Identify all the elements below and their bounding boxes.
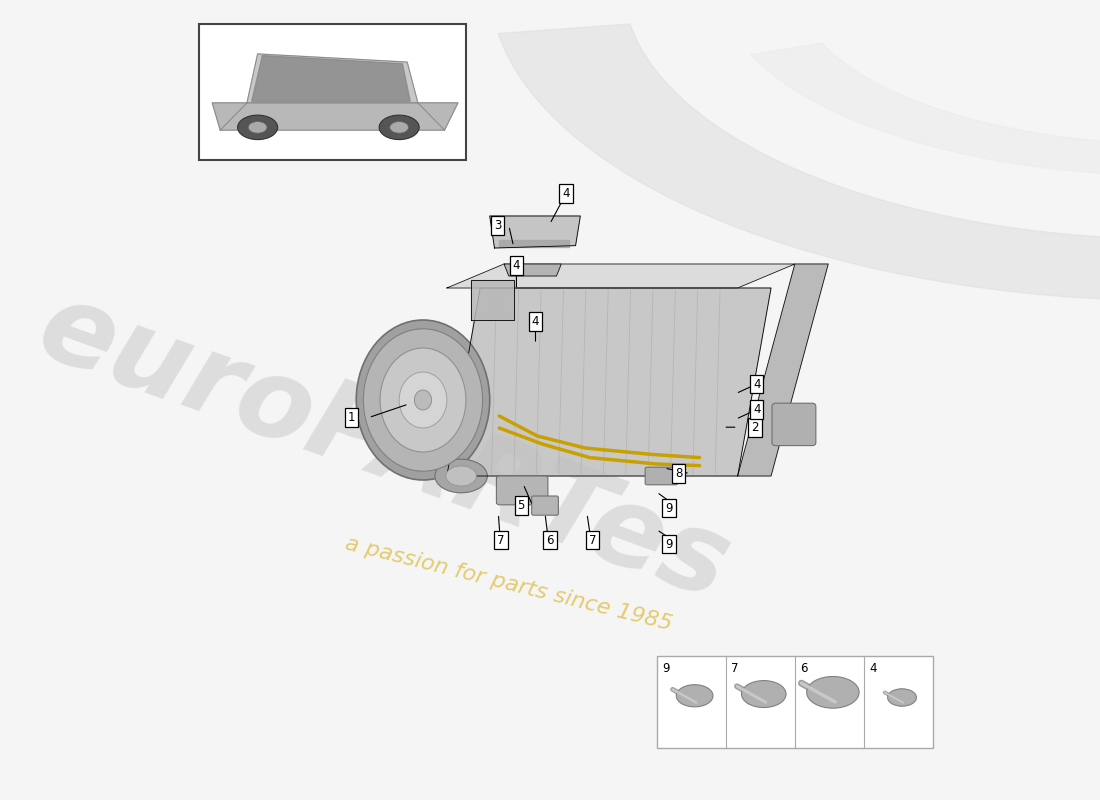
Polygon shape (504, 264, 561, 276)
Text: 9: 9 (662, 662, 670, 675)
Text: 4: 4 (513, 259, 520, 272)
Ellipse shape (399, 372, 447, 428)
Text: 5: 5 (517, 499, 525, 512)
Ellipse shape (888, 689, 916, 706)
FancyBboxPatch shape (772, 403, 816, 446)
Text: 6: 6 (546, 534, 553, 546)
FancyBboxPatch shape (531, 496, 559, 515)
Text: 9: 9 (666, 538, 673, 550)
Ellipse shape (238, 115, 277, 139)
Ellipse shape (379, 115, 419, 139)
Ellipse shape (806, 677, 859, 708)
Ellipse shape (381, 348, 466, 452)
Ellipse shape (741, 681, 786, 707)
Polygon shape (498, 24, 1100, 301)
Ellipse shape (356, 320, 490, 480)
Ellipse shape (434, 459, 487, 493)
Text: 3: 3 (494, 219, 501, 232)
Text: 2: 2 (751, 421, 759, 434)
Text: 7: 7 (588, 534, 596, 546)
Text: 4: 4 (531, 315, 539, 328)
Text: 8: 8 (674, 467, 682, 480)
FancyBboxPatch shape (496, 476, 548, 505)
Polygon shape (750, 43, 1100, 176)
FancyBboxPatch shape (646, 467, 678, 485)
Ellipse shape (415, 390, 431, 410)
Ellipse shape (249, 122, 267, 133)
Text: 4: 4 (754, 378, 760, 390)
Text: 7: 7 (732, 662, 739, 675)
Ellipse shape (389, 122, 408, 133)
Text: 4: 4 (562, 187, 570, 200)
Polygon shape (447, 264, 795, 288)
Ellipse shape (676, 685, 713, 707)
Polygon shape (499, 240, 569, 247)
Text: 1: 1 (348, 411, 355, 424)
Bar (199, 24, 466, 160)
Ellipse shape (446, 466, 476, 486)
Text: 9: 9 (666, 502, 673, 514)
Bar (657, 656, 933, 748)
Text: 7: 7 (497, 534, 505, 546)
Ellipse shape (363, 329, 483, 471)
Polygon shape (252, 55, 410, 102)
Polygon shape (738, 264, 828, 476)
Text: 4: 4 (870, 662, 877, 675)
Polygon shape (248, 54, 418, 103)
Text: 6: 6 (801, 662, 808, 675)
Text: a passion for parts since 1985: a passion for parts since 1985 (343, 534, 674, 634)
Polygon shape (442, 336, 447, 464)
Text: euroPARTes: euroPARTes (25, 274, 745, 622)
Text: 4: 4 (754, 403, 760, 416)
Polygon shape (212, 103, 458, 130)
Polygon shape (447, 288, 771, 476)
Polygon shape (490, 216, 581, 248)
Polygon shape (471, 280, 514, 320)
